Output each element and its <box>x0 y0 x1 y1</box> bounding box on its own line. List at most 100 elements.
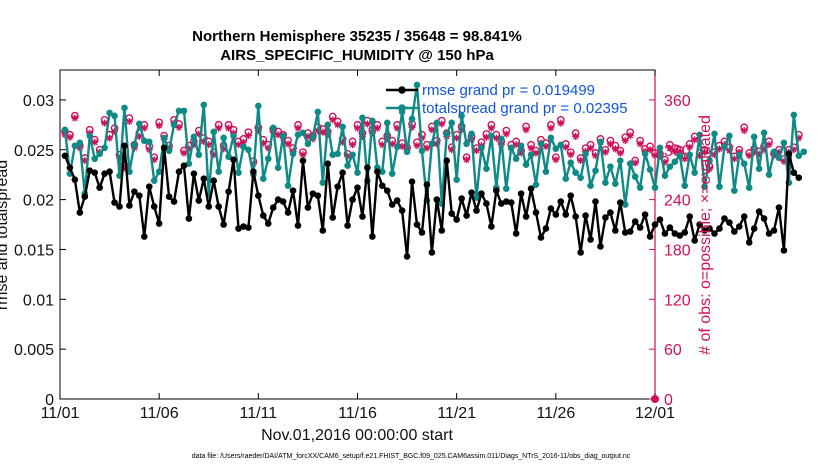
totalspread-point <box>428 140 436 148</box>
rmse-point <box>656 216 664 223</box>
rmse-point <box>131 188 138 195</box>
x-tick-label: 11/16 <box>338 405 377 422</box>
x-tick-label: 12/01 <box>635 405 675 422</box>
rmse-point <box>304 204 312 211</box>
totalspread-point <box>359 114 366 122</box>
obs-evaluated-marker <box>339 138 347 146</box>
totalspread-point <box>507 144 515 152</box>
totalspread-point <box>552 145 560 153</box>
totalspread-point <box>686 151 694 159</box>
legend: rmse grand pr = 0.019499 totalspread gra… <box>386 82 628 117</box>
obs-evaluated-marker <box>601 148 609 156</box>
rmse-point <box>726 219 733 226</box>
rmse-point <box>443 157 451 165</box>
totalspread-point <box>140 137 148 145</box>
rmse-point <box>374 168 381 175</box>
obs-evaluated-marker <box>487 124 495 132</box>
rmse-point <box>294 222 302 229</box>
rmse-point <box>309 190 317 197</box>
rmse-point <box>666 224 674 231</box>
totalspread-point <box>225 153 232 161</box>
totalspread-point <box>701 183 708 190</box>
obs-evaluated-marker <box>616 149 624 157</box>
obs-evaluated-marker <box>91 138 99 146</box>
totalspread-point <box>443 130 451 138</box>
rmse-point <box>76 209 84 216</box>
y-right-tick-label: 60 <box>664 342 682 359</box>
rmse-point <box>314 192 322 199</box>
totalspread-point <box>572 169 579 176</box>
rmse-point <box>140 233 148 240</box>
rmse-point <box>502 198 510 205</box>
rmse-point <box>686 213 694 220</box>
totalspread-point <box>780 139 788 147</box>
obs-evaluated-marker <box>254 127 262 135</box>
totalspread-point <box>433 119 441 127</box>
totalspread-point <box>641 150 649 158</box>
obs-evaluated-marker <box>740 127 748 135</box>
obs-evaluated-marker <box>671 147 679 155</box>
obs-evaluated-marker <box>125 118 133 126</box>
totalspread-point <box>716 183 723 190</box>
rmse-point <box>185 215 193 222</box>
totalspread-point <box>255 102 262 110</box>
obs-evaluated-marker <box>711 151 718 159</box>
rmse-point <box>493 187 500 194</box>
obs-evaluated-marker <box>358 132 366 140</box>
totalspread-point <box>175 107 183 115</box>
rmse-point <box>716 225 723 232</box>
rmse-point <box>721 215 728 222</box>
rmse-point <box>621 229 629 236</box>
obs-evaluated-marker <box>512 141 520 149</box>
rmse-point <box>359 213 366 220</box>
rmse-point <box>121 142 128 150</box>
totalspread-point <box>557 141 565 149</box>
totalspread-point <box>96 150 103 158</box>
obs-evaluated-marker <box>155 122 163 130</box>
obs-evaluated-marker <box>205 141 213 149</box>
totalspread-point <box>770 148 778 156</box>
rmse-point <box>745 239 753 246</box>
y-left-tick-label: 0.025 <box>14 143 54 160</box>
obs-evaluated-marker <box>299 151 307 159</box>
obs-evaluated-marker <box>626 132 634 140</box>
obs-evaluated-marker <box>542 142 550 150</box>
totalspread-point <box>542 168 550 175</box>
rmse-point <box>383 187 391 194</box>
obs-evaluated-marker <box>765 141 773 149</box>
obs-evaluated-marker <box>334 121 342 129</box>
totalspread-point <box>547 134 555 142</box>
rmse-point <box>205 203 213 210</box>
rmse-point <box>170 198 178 205</box>
y-right-tick-label: 0 <box>664 392 673 409</box>
obs-evaluated-marker <box>775 148 783 156</box>
totalspread-point <box>666 163 674 171</box>
obs-evaluated-marker <box>71 114 79 122</box>
rmse-point <box>517 190 525 197</box>
obs-evaluated-marker <box>587 144 595 152</box>
legend-rmse-label: rmse grand pr = 0.019499 <box>422 82 595 99</box>
totalspread-point <box>339 123 346 131</box>
obs-evaluated-marker <box>572 132 580 140</box>
rmse-point <box>264 220 272 227</box>
totalspread-line <box>63 83 805 206</box>
rmse-point <box>661 230 669 237</box>
obs-evaluated-marker <box>780 157 788 165</box>
totalspread-point <box>195 151 203 159</box>
totalspread-point <box>800 148 808 156</box>
totalspread-point <box>502 185 510 192</box>
rmse-point <box>195 197 203 204</box>
obs-evaluated-marker <box>706 165 714 173</box>
rmse-point <box>731 228 738 235</box>
rmse-point <box>398 207 406 214</box>
rmse-point <box>512 230 520 237</box>
totalspread-point <box>111 112 118 120</box>
obs-evaluated-marker <box>210 151 218 159</box>
totalspread-point <box>497 135 505 143</box>
x-tick-label: 11/01 <box>41 405 80 422</box>
rmse-point <box>458 195 465 202</box>
rmse-point <box>676 232 684 239</box>
totalspread-point <box>304 140 312 148</box>
rmse-point <box>577 249 584 256</box>
